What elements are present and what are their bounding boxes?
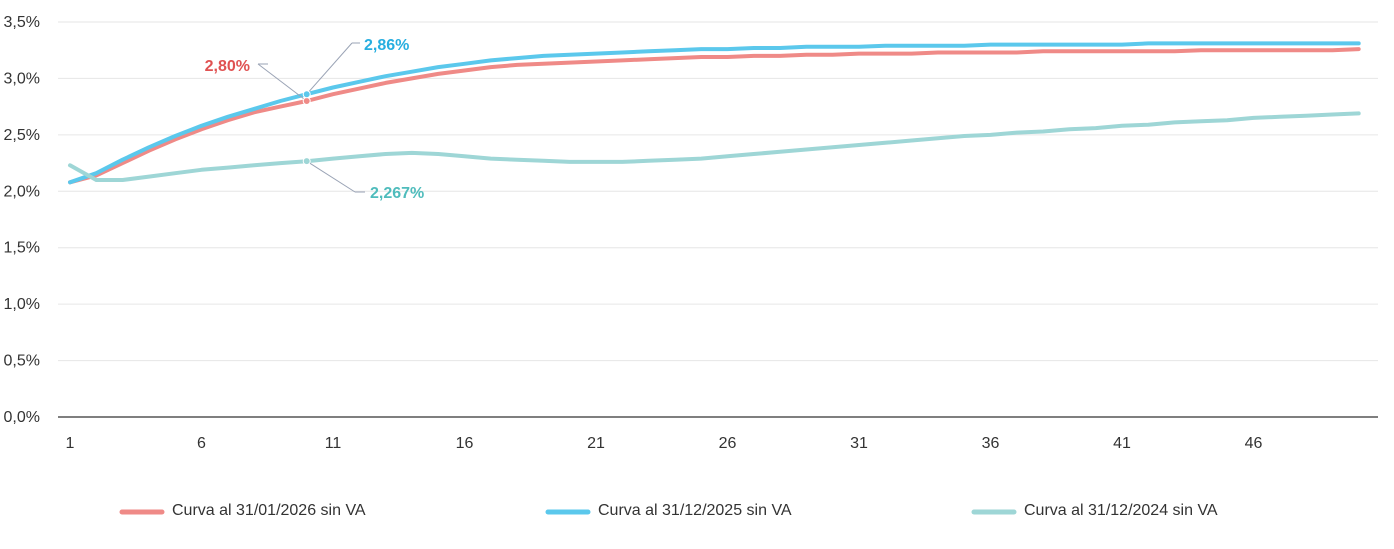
legend-label: Curva al 31/12/2025 sin VA: [598, 502, 792, 519]
axis-layer: 0,0%0,5%1,0%1,5%2,0%2,5%3,0%3,5%1 6 11 16 21…: [4, 14, 1378, 452]
legend-label: Curva al 31/12/2024 sin VA: [1024, 502, 1218, 519]
x-tick-label: 11: [325, 435, 342, 452]
annotation-leader: [306, 42, 353, 95]
annotation-point: [302, 97, 311, 105]
y-tick-label: 1,5%: [4, 240, 40, 257]
x-tick-label: 21: [587, 435, 605, 452]
x-tick-label: 6: [197, 435, 206, 452]
y-tick-label: 1,0%: [4, 296, 40, 313]
annotation-label: 2,86%: [364, 37, 409, 54]
annotation-point: [302, 157, 311, 166]
x-tick-label: 31: [850, 435, 868, 452]
annotation-layer: 2,80% 2,86% 2,267%: [205, 37, 425, 202]
annotation-leader: [306, 160, 356, 193]
annotation-label: 2,80%: [205, 58, 250, 75]
y-tick-label: 3,5%: [4, 14, 40, 31]
y-tick-label: 3,0%: [4, 70, 40, 87]
series-line-2: [68, 41, 1361, 185]
series-line-3: [68, 111, 1361, 182]
x-tick-label: 26: [719, 435, 737, 452]
legend: Curva al 31/01/2026 sin VA Curva al 31/12…: [119, 502, 1218, 519]
y-tick-label: 2,0%: [4, 183, 40, 200]
grid-layer: [58, 21, 1378, 362]
series-line-1: [68, 47, 1361, 185]
series-layer: [68, 41, 1361, 185]
y-tick-label: 0,5%: [4, 353, 40, 370]
x-tick-label: 36: [982, 435, 1000, 452]
x-tick-label: 16: [456, 435, 474, 452]
annotation-point: [302, 90, 311, 99]
y-tick-label: 2,5%: [4, 127, 40, 144]
legend-label: Curva al 31/01/2026 sin VA: [172, 502, 366, 519]
annotation-label: 2,267%: [370, 185, 424, 202]
annotation-leader: [257, 63, 308, 102]
x-tick-label: 1: [66, 435, 75, 452]
y-tick-label: 0,0%: [4, 409, 40, 426]
x-tick-label: 41: [1113, 435, 1131, 452]
x-tick-label: 46: [1245, 435, 1263, 452]
